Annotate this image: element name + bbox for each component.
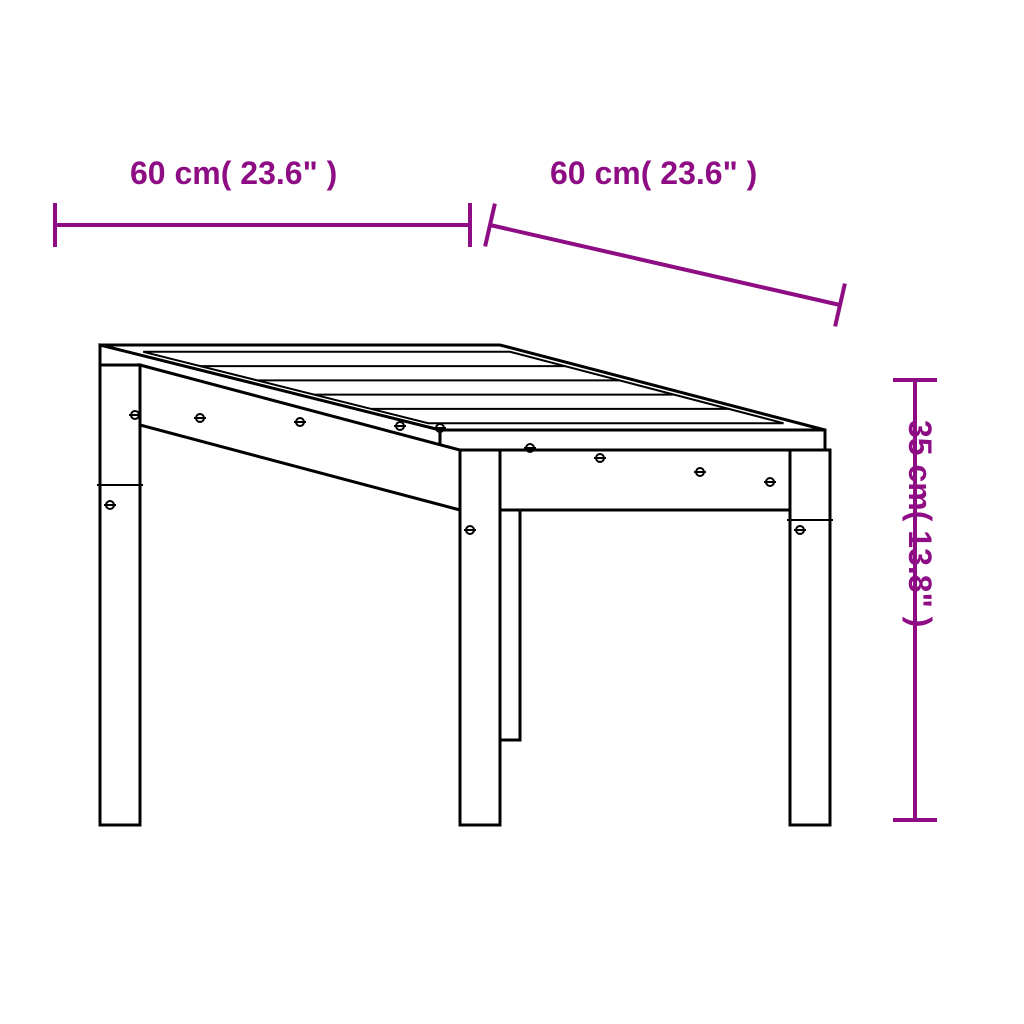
diagram-svg [0,0,1024,1024]
diagram-stage: 60 cm( 23.6" ) 60 cm( 23.6" ) 35 cm( 13.… [0,0,1024,1024]
